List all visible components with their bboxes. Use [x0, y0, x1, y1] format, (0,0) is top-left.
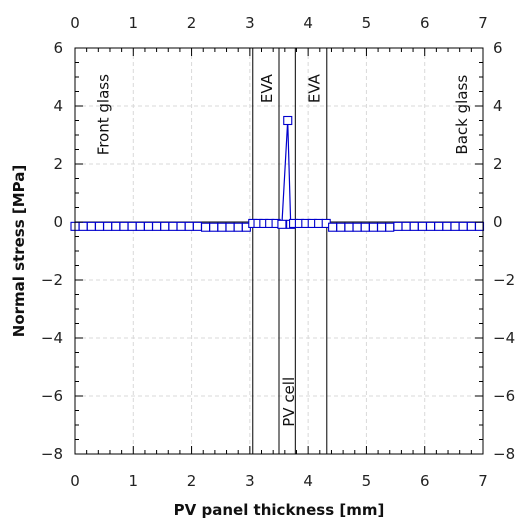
- data-point: [352, 222, 362, 232]
- x-axis-title: PV panel thickness [mm]: [174, 501, 385, 519]
- data-point: [201, 222, 211, 232]
- data-point: [283, 115, 293, 126]
- x-tick-label: 6: [420, 472, 430, 490]
- x-tick-label: 7: [478, 472, 488, 490]
- x-tick-label-top: 7: [478, 14, 488, 32]
- y-tick-label: 4: [53, 97, 63, 115]
- data-point: [86, 221, 96, 231]
- x-tick-label: 0: [70, 472, 80, 490]
- data-point: [184, 221, 194, 231]
- x-tick-label-top: 1: [129, 14, 139, 32]
- region-label: Back glass: [453, 75, 471, 155]
- data-point: [474, 221, 485, 231]
- data-point: [168, 221, 178, 231]
- data-point: [152, 221, 162, 231]
- data-point: [442, 221, 452, 231]
- data-point: [466, 221, 476, 231]
- y-tick-label-right: 0: [493, 213, 503, 231]
- y-tick-label-right: −6: [493, 387, 515, 405]
- series-line: [75, 120, 480, 228]
- x-tick-label-top: 4: [303, 14, 313, 32]
- data-point: [336, 222, 346, 232]
- data-point: [78, 221, 88, 231]
- y-tick-label-right: 6: [493, 39, 503, 57]
- data-point: [160, 221, 170, 231]
- data-point: [217, 222, 227, 232]
- layer-boundaries: [252, 48, 328, 454]
- annotations: Front glass EVA EVA PV cell Back glass: [95, 73, 471, 426]
- data-point: [385, 222, 395, 232]
- data-point: [127, 221, 137, 231]
- data-point: [103, 221, 113, 231]
- data-point: [409, 221, 419, 231]
- y-tick-label: 2: [53, 155, 63, 173]
- data-point: [417, 221, 427, 231]
- x-tick-label: 2: [187, 472, 197, 490]
- data-point: [425, 221, 436, 231]
- data-point: [434, 221, 444, 231]
- x-tick-label-top: 5: [362, 14, 372, 32]
- y-tick-label-right: −2: [493, 271, 515, 289]
- y-tick-label-right: 2: [493, 155, 503, 173]
- x-tick-label-top: 6: [420, 14, 430, 32]
- data-point: [458, 221, 468, 231]
- data-point: [209, 222, 219, 232]
- y-tick-label-right: −4: [493, 329, 515, 347]
- data-point: [119, 221, 129, 231]
- x-tick-label: 1: [129, 472, 139, 490]
- x-tick-label: 3: [245, 472, 255, 490]
- y-tick-label: −2: [41, 271, 63, 289]
- data-point: [176, 221, 186, 231]
- y-tick-label-right: −8: [493, 445, 515, 463]
- data-point: [360, 222, 370, 232]
- data-point: [233, 222, 243, 232]
- y-tick-label: −6: [41, 387, 63, 405]
- region-label: Front glass: [95, 74, 113, 155]
- series-layer: [70, 115, 485, 232]
- data-point: [393, 221, 403, 231]
- data-point: [377, 222, 387, 232]
- data-point: [328, 222, 338, 232]
- y-tick-label: 6: [53, 39, 63, 57]
- y-tick-label: −4: [41, 329, 63, 347]
- x-tick-label-top: 0: [70, 14, 80, 32]
- data-point: [314, 218, 324, 228]
- data-point: [111, 221, 121, 231]
- x-tick-label: 5: [362, 472, 372, 490]
- data-point: [135, 221, 145, 231]
- x-tick-label-top: 3: [245, 14, 255, 32]
- y-tick-label-right: 4: [493, 97, 503, 115]
- data-point: [192, 221, 202, 231]
- region-label: PV cell: [280, 377, 298, 427]
- y-tick-label: −8: [41, 445, 63, 463]
- data-point: [344, 222, 354, 232]
- x-tick-label-top: 2: [187, 14, 197, 32]
- axis-ticks: [74, 47, 484, 455]
- data-point: [225, 222, 235, 232]
- data-point: [368, 222, 378, 232]
- y-tick-label: 0: [53, 213, 63, 231]
- region-label: EVA: [258, 73, 276, 103]
- data-point: [94, 221, 105, 231]
- data-point: [143, 221, 153, 231]
- x-tick-label: 4: [303, 472, 313, 490]
- data-point: [277, 219, 287, 229]
- y-axis-title: Normal stress [MPa]: [10, 165, 28, 337]
- data-point: [450, 221, 460, 231]
- region-label: EVA: [306, 73, 324, 103]
- data-point: [401, 221, 411, 231]
